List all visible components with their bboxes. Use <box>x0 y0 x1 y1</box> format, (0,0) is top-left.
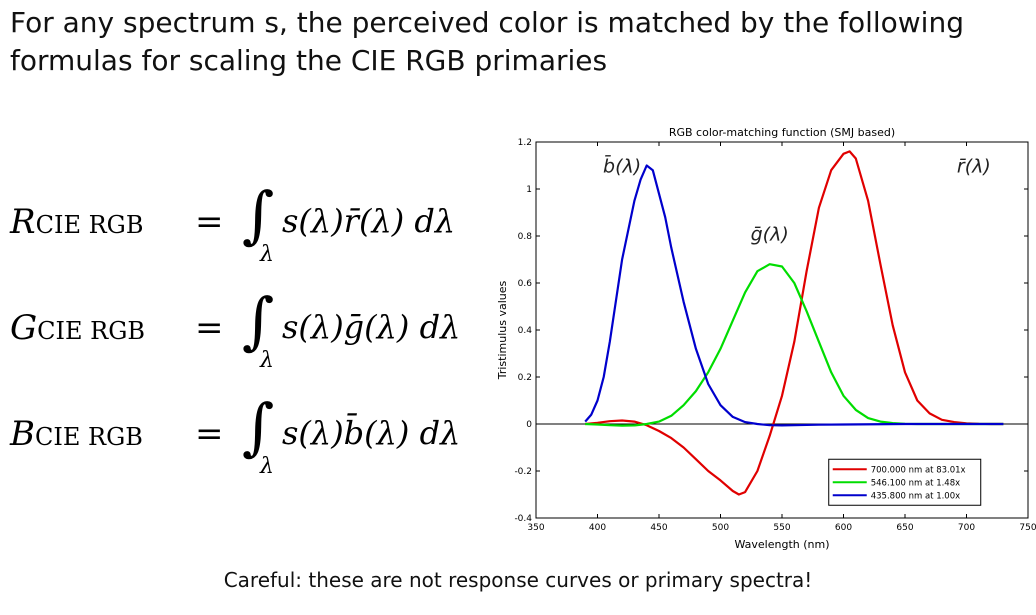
equation-b: BCIE RGB = ∫ λ s(λ)b̄(λ) dλ <box>10 392 490 482</box>
chart-title: RGB color-matching function (SMJ based) <box>669 126 895 139</box>
equation-lhs: RCIE RGB <box>10 202 144 242</box>
chart-svg: RGB color-matching function (SMJ based) W… <box>496 126 1036 551</box>
y-tick-label: 1.2 <box>518 138 532 148</box>
integral-sign: ∫ <box>242 390 275 463</box>
integrand: s(λ)r̄(λ) dλ <box>282 202 456 240</box>
curve-label: b̄(λ) <box>603 153 641 177</box>
legend-label: 435.800 nm at 1.00x <box>871 491 960 501</box>
y-tick-label: -0.2 <box>514 467 532 477</box>
equation-lhs: GCIE RGB <box>10 308 146 348</box>
x-tick-label: 550 <box>773 523 790 533</box>
x-tick-label: 500 <box>712 523 729 533</box>
y-tick-label: -0.4 <box>514 514 532 524</box>
curve-label: ḡ(λ) <box>751 224 789 246</box>
legend-label: 546.100 nm at 1.48x <box>871 478 960 488</box>
integrand: s(λ)ḡ(λ) dλ <box>282 308 461 346</box>
x-tick-label: 700 <box>958 523 975 533</box>
series-line-2 <box>584 164 1004 427</box>
x-tick-label: 600 <box>835 523 852 533</box>
equations: RCIE RGB = ∫ λ s(λ)r̄(λ) dλ GCIE RGB = ∫… <box>10 180 490 500</box>
caption: Careful: these are not response curves o… <box>223 568 813 592</box>
legend-label: 700.000 nm at 83.01x <box>871 465 966 475</box>
y-tick-label: 0.4 <box>518 326 533 336</box>
x-tick-label: 400 <box>589 523 606 533</box>
x-tick-label: 650 <box>896 523 913 533</box>
y-tick-label: 1 <box>526 185 532 195</box>
integral-sign: ∫ <box>242 178 275 251</box>
y-tick-label: 0.8 <box>518 232 533 242</box>
x-axis-label: Wavelength (nm) <box>734 538 829 551</box>
integral-sign: ∫ <box>242 284 275 357</box>
y-tick-label: 0.2 <box>518 373 532 383</box>
integrand: s(λ)b̄(λ) dλ <box>282 414 461 452</box>
x-tick-label: 750 <box>1019 523 1036 533</box>
y-tick-label: 0.6 <box>518 279 533 289</box>
integral-subscript: λ <box>260 454 274 479</box>
equals-sign: = <box>195 414 224 454</box>
y-axis-label: Tristimulus values <box>496 280 509 380</box>
equals-sign: = <box>195 308 224 348</box>
series-line-0 <box>585 150 1004 496</box>
equation-g: GCIE RGB = ∫ λ s(λ)ḡ(λ) dλ <box>10 286 490 376</box>
equation-r: RCIE RGB = ∫ λ s(λ)r̄(λ) dλ <box>10 180 490 270</box>
curve-label: r̄(λ) <box>957 156 991 178</box>
color-matching-chart: RGB color-matching function (SMJ based) W… <box>490 118 1036 558</box>
equation-lhs: BCIE RGB <box>10 414 143 454</box>
integral-subscript: λ <box>260 348 274 373</box>
slide-title: For any spectrum s, the perceived color … <box>10 6 964 77</box>
equals-sign: = <box>195 202 224 242</box>
x-tick-label: 350 <box>527 523 544 533</box>
x-tick-label: 450 <box>650 523 667 533</box>
y-tick-label: 0 <box>526 420 532 430</box>
integral-subscript: λ <box>260 242 274 267</box>
